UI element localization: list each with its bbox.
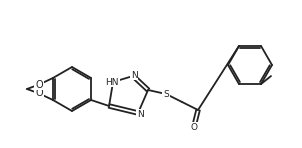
Text: O: O [35, 88, 43, 98]
Text: S: S [163, 90, 169, 99]
Text: O: O [35, 80, 43, 90]
Text: N: N [131, 70, 137, 79]
Text: N: N [137, 110, 143, 119]
Text: HN: HN [105, 78, 119, 86]
Text: O: O [191, 123, 198, 132]
